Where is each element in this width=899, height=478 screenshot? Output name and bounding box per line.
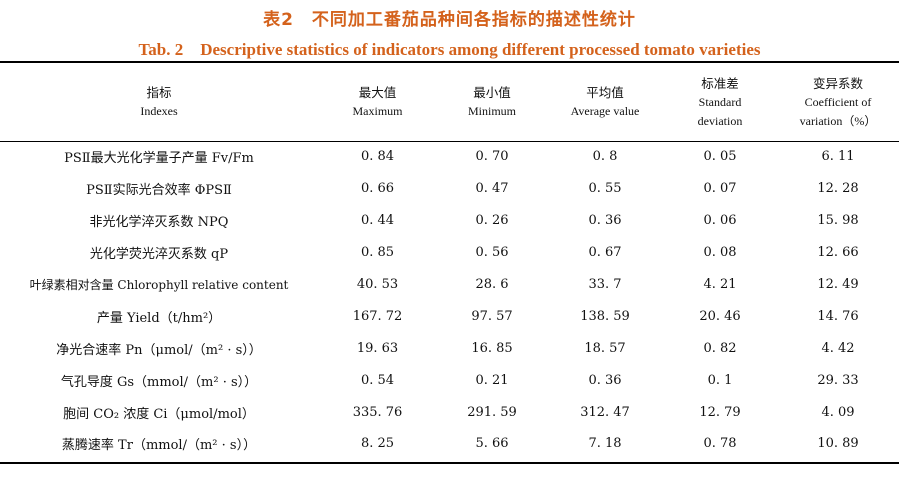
- coefficient-of-variation-value: 14. 76: [817, 308, 859, 324]
- average-value: 7. 18: [588, 436, 622, 452]
- coefficient-of-variation-value: 15. 98: [817, 213, 859, 229]
- header-maximum: 最大值 Maximum: [318, 63, 437, 141]
- index-name: PSⅡ最大光化学量子产量 Fv/Fm: [64, 151, 254, 167]
- header-en: Maximum: [352, 104, 403, 118]
- header-en: Minimum: [467, 104, 516, 118]
- average-value: 138. 59: [580, 308, 630, 324]
- minimum-value: 16. 85: [471, 340, 513, 356]
- table-row: PSⅡ实际光合效率 ΦPSⅡ 0. 66 0. 47 0. 55 0. 07 1…: [0, 173, 899, 205]
- coefficient-of-variation-value: 6. 11: [821, 149, 855, 165]
- minimum-value: 0. 21: [475, 372, 509, 388]
- average-value: 0. 8: [592, 149, 618, 165]
- minimum-value: 0. 70: [475, 149, 509, 165]
- minimum-value: 5. 66: [475, 436, 509, 452]
- standard-deviation-value: 20. 46: [699, 308, 741, 324]
- maximum-value: 0. 84: [360, 149, 395, 165]
- minimum-value: 97. 57: [471, 308, 513, 324]
- table-row: 非光化学淬灭系数 NPQ 0. 44 0. 26 0. 36 0. 06 15.…: [0, 205, 899, 237]
- standard-deviation-value: 4. 21: [703, 277, 737, 292]
- standard-deviation-value: 0. 05: [703, 149, 737, 165]
- minimum-value: 0. 47: [475, 181, 509, 197]
- table-row: 蒸腾速率 Tr（mmol/（m² · s）） 8. 25 5. 66 7. 18…: [0, 428, 899, 460]
- maximum-value: 167. 72: [352, 308, 403, 324]
- minimum-value: 291. 59: [467, 404, 517, 420]
- index-name: 胞间 CO₂ 浓度 Ci（μmol/mol）: [63, 406, 255, 422]
- index-name: PSⅡ实际光合效率 ΦPSⅡ: [86, 183, 232, 199]
- index-name: 光化学荧光淬灭系数 qP: [89, 247, 229, 263]
- standard-deviation-value: 12. 79: [699, 404, 741, 420]
- header-minimum: 最小值 Minimum: [437, 63, 547, 141]
- table-title-chinese: 表2 不同加工番茄品种间各指标的描述性统计: [263, 10, 636, 30]
- table-row: PSⅡ最大光化学量子产量 Fv/Fm 0. 84 0. 70 0. 8 0. 0…: [0, 141, 899, 173]
- average-value: 312. 47: [580, 404, 630, 420]
- index-name: 蒸腾速率 Tr（mmol/（m² · s））: [61, 438, 257, 454]
- coefficient-of-variation-value: 12. 49: [817, 277, 859, 292]
- header-cn: 最小值: [473, 85, 511, 100]
- maximum-value: 0. 66: [360, 181, 395, 197]
- header-en: Standard deviation: [697, 94, 743, 128]
- index-name: 气孔导度 Gs（mmol/（m² · s））: [60, 374, 258, 390]
- standard-deviation-value: 0. 78: [703, 436, 737, 452]
- header-cn: 变异系数: [812, 75, 863, 91]
- table-row: 产量 Yield（t/hm²） 167. 72 97. 57 138. 59 2…: [0, 300, 899, 332]
- average-value: 0. 36: [588, 213, 622, 229]
- statistics-table: 指标 Indexes 最大值 Maximum 最小值 Minimum 平均值 A…: [0, 63, 899, 460]
- standard-deviation-value: 0. 1: [707, 372, 733, 388]
- header-average: 平均值 Average value: [547, 63, 663, 141]
- index-name: 产量 Yield（t/hm²）: [96, 310, 222, 326]
- table-title-english: Tab. 2 Descriptive statistics of indicat…: [138, 40, 761, 59]
- standard-deviation-value: 0. 82: [703, 340, 737, 356]
- standard-deviation-value: 0. 08: [703, 245, 737, 261]
- minimum-value: 0. 26: [475, 213, 509, 229]
- minimum-value: 28. 6: [475, 277, 509, 292]
- header-cn: 最大值: [358, 85, 397, 100]
- maximum-value: 19. 63: [356, 340, 399, 356]
- table-row: 光化学荧光淬灭系数 qP 0. 85 0. 56 0. 67 0. 08 12.…: [0, 237, 899, 269]
- table-row: 净光合速率 Pn（μmol/（m² · s）） 19. 63 16. 85 18…: [0, 332, 899, 364]
- header-en: Coefficient of variation（%）: [799, 94, 877, 128]
- header-row: 指标 Indexes 最大值 Maximum 最小值 Minimum 平均值 A…: [0, 63, 899, 141]
- maximum-value: 335. 76: [352, 404, 403, 420]
- coefficient-of-variation-value: 29. 33: [817, 372, 859, 388]
- coefficient-of-variation-value: 12. 28: [817, 181, 859, 197]
- top-rule: [0, 61, 899, 63]
- header-en: Average value: [570, 104, 640, 118]
- header-cn: 平均值: [586, 85, 624, 100]
- standard-deviation-value: 0. 07: [703, 181, 737, 197]
- maximum-value: 0. 44: [360, 213, 395, 229]
- maximum-value: 8. 25: [360, 436, 395, 452]
- standard-deviation-value: 0. 06: [703, 213, 737, 229]
- index-name: 非光化学淬灭系数 NPQ: [89, 215, 229, 231]
- header-en: Indexes: [140, 104, 178, 118]
- average-value: 18. 57: [584, 340, 626, 356]
- average-value: 33. 7: [588, 277, 622, 292]
- coefficient-of-variation-value: 4. 42: [821, 340, 855, 356]
- header-cn: 标准差: [701, 75, 739, 91]
- table-row: 叶绿素相对含量 Chlorophyll relative content 40.…: [0, 269, 899, 301]
- average-value: 0. 55: [588, 181, 622, 197]
- maximum-value: 40. 53: [356, 277, 399, 292]
- header-rule: [0, 141, 899, 142]
- average-value: 0. 67: [588, 245, 622, 261]
- bottom-rule: [0, 462, 899, 464]
- maximum-value: 0. 54: [360, 372, 395, 388]
- coefficient-of-variation-value: 12. 66: [817, 245, 859, 261]
- coefficient-of-variation-value: 10. 89: [817, 436, 859, 452]
- table-row: 胞间 CO₂ 浓度 Ci（μmol/mol） 335. 76 291. 59 3…: [0, 396, 899, 428]
- maximum-value: 0. 85: [360, 245, 395, 261]
- header-coefficient-of-variation: 变异系数 Coefficient of variation（%）: [777, 63, 899, 141]
- header-indexes: 指标 Indexes: [0, 63, 318, 141]
- table-row: 气孔导度 Gs（mmol/（m² · s）） 0. 54 0. 21 0. 36…: [0, 364, 899, 396]
- index-name: 净光合速率 Pn（μmol/（m² · s））: [56, 342, 262, 358]
- coefficient-of-variation-value: 4. 09: [821, 404, 855, 420]
- header-cn: 指标: [146, 85, 172, 100]
- minimum-value: 0. 56: [475, 245, 509, 261]
- header-standard-deviation: 标准差 Standard deviation: [663, 63, 777, 141]
- average-value: 0. 36: [588, 372, 622, 388]
- index-name: 叶绿素相对含量 Chlorophyll relative content: [29, 278, 289, 292]
